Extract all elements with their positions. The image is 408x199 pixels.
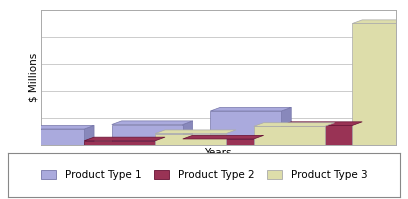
Polygon shape	[84, 137, 165, 141]
Polygon shape	[254, 123, 335, 126]
Polygon shape	[112, 121, 193, 125]
Bar	[254, 126, 325, 145]
Polygon shape	[84, 125, 94, 145]
Bar	[211, 111, 282, 145]
Polygon shape	[353, 122, 362, 145]
Polygon shape	[155, 130, 236, 134]
Polygon shape	[282, 122, 362, 125]
Polygon shape	[211, 107, 291, 111]
Bar	[84, 141, 155, 145]
Bar	[13, 129, 84, 145]
Polygon shape	[325, 123, 335, 145]
Y-axis label: $ Millions: $ Millions	[28, 53, 38, 102]
Polygon shape	[183, 121, 193, 145]
Bar	[183, 139, 254, 145]
Bar	[155, 134, 226, 145]
Polygon shape	[226, 130, 236, 145]
Polygon shape	[282, 107, 291, 145]
Polygon shape	[155, 137, 165, 145]
Polygon shape	[183, 135, 264, 139]
X-axis label: Years: Years	[204, 148, 232, 158]
Legend: Product Type 1, Product Type 2, Product Type 3: Product Type 1, Product Type 2, Product …	[36, 166, 372, 184]
Bar	[112, 125, 183, 145]
Polygon shape	[13, 125, 94, 129]
Bar	[282, 125, 353, 145]
Polygon shape	[254, 135, 264, 145]
Bar	[353, 23, 408, 145]
Polygon shape	[353, 20, 408, 23]
